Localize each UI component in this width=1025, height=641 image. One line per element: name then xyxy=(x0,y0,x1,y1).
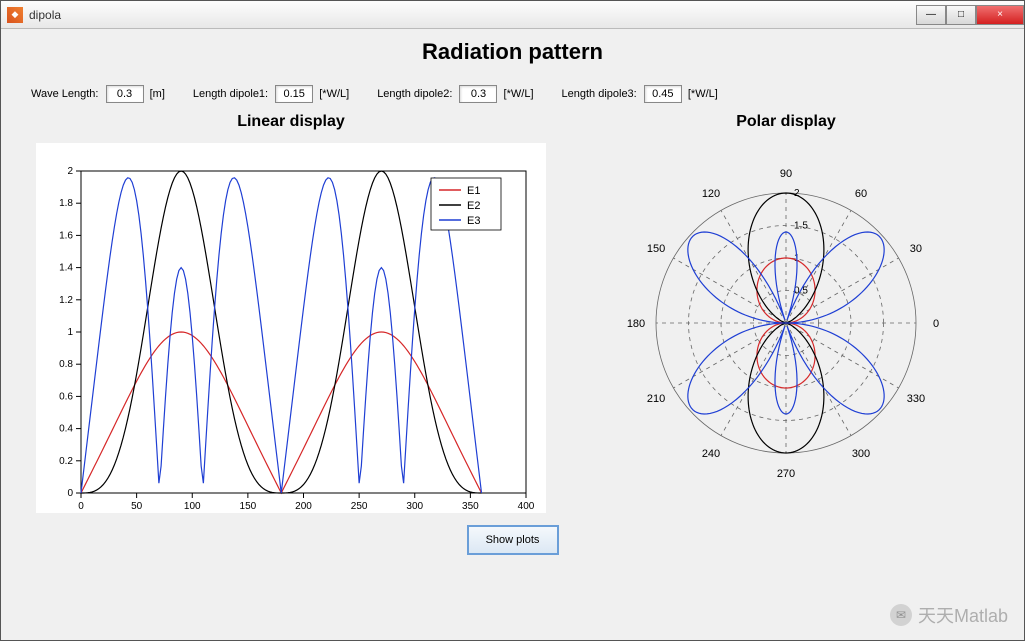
svg-text:300: 300 xyxy=(406,501,423,512)
parameter-row: Wave Length: [m] Length dipole1: [*W/L] … xyxy=(11,75,1014,113)
dipole1-unit: [*W/L] xyxy=(319,88,349,100)
svg-text:150: 150 xyxy=(647,243,665,255)
dipole2-input[interactable] xyxy=(459,85,497,103)
param-dipole2: Length dipole2: [*W/L] xyxy=(377,85,533,103)
close-button[interactable]: × xyxy=(976,5,1024,25)
content-pane: Radiation pattern Wave Length: [m] Lengt… xyxy=(1,29,1024,640)
titlebar: ◆ dipola — □ × xyxy=(1,1,1024,29)
wechat-icon: ✉ xyxy=(890,604,912,626)
svg-text:50: 50 xyxy=(131,501,143,512)
svg-text:2: 2 xyxy=(67,166,73,177)
watermark-text: 天天Matlab xyxy=(918,602,1008,628)
dipole3-label: Length dipole3: xyxy=(562,88,637,100)
linear-plot-column: Linear display 0501001502002503003504000… xyxy=(21,113,561,513)
svg-text:0.8: 0.8 xyxy=(59,359,73,370)
linear-chart: 0 50 100 150 200 250 300 350 400 0 0.2 0.4 0.6 0.8 1 1.… xyxy=(36,143,546,513)
wave-length-label: Wave Length: xyxy=(31,88,98,100)
svg-text:0.4: 0.4 xyxy=(59,424,73,435)
dipole1-input[interactable] xyxy=(275,85,313,103)
window-controls: — □ × xyxy=(916,5,1024,25)
show-plots-button[interactable]: Show plots xyxy=(467,525,559,555)
dipole3-input[interactable] xyxy=(644,85,682,103)
svg-text:2: 2 xyxy=(794,188,800,199)
param-wave-length: Wave Length: [m] xyxy=(31,85,165,103)
svg-text:210: 210 xyxy=(647,393,665,405)
svg-text:100: 100 xyxy=(184,501,201,512)
dipole3-unit: [*W/L] xyxy=(688,88,718,100)
wave-length-input[interactable] xyxy=(106,85,144,103)
svg-text:0: 0 xyxy=(933,318,939,330)
svg-text:120: 120 xyxy=(702,188,720,200)
svg-text:350: 350 xyxy=(462,501,479,512)
svg-text:150: 150 xyxy=(240,501,257,512)
window-title: dipola xyxy=(29,8,916,22)
minimize-button[interactable]: — xyxy=(916,5,946,25)
app-icon: ◆ xyxy=(7,7,23,23)
svg-text:180: 180 xyxy=(627,318,645,330)
svg-text:0.5: 0.5 xyxy=(794,286,808,297)
svg-text:60: 60 xyxy=(855,188,867,200)
svg-text:1.6: 1.6 xyxy=(59,230,73,241)
svg-text:330: 330 xyxy=(907,393,925,405)
svg-text:200: 200 xyxy=(295,501,312,512)
svg-text:30: 30 xyxy=(910,243,922,255)
dipole1-label: Length dipole1: xyxy=(193,88,268,100)
plots-row: Linear display 0501001502002503003504000… xyxy=(11,113,1014,513)
svg-text:270: 270 xyxy=(777,468,795,480)
svg-text:400: 400 xyxy=(518,501,535,512)
button-row: Show plots xyxy=(11,525,1014,555)
svg-text:0: 0 xyxy=(67,488,73,499)
dipole2-label: Length dipole2: xyxy=(377,88,452,100)
svg-text:0: 0 xyxy=(78,501,84,512)
dipole2-unit: [*W/L] xyxy=(504,88,534,100)
watermark: ✉ 天天Matlab xyxy=(890,602,1008,628)
param-dipole1: Length dipole1: [*W/L] xyxy=(193,85,349,103)
svg-text:E1: E1 xyxy=(467,185,480,197)
svg-text:E2: E2 xyxy=(467,200,480,212)
svg-text:0.6: 0.6 xyxy=(59,391,73,402)
svg-text:1.5: 1.5 xyxy=(794,221,808,232)
polar-plot-column: Polar display 0.511.52030609012015018021… xyxy=(571,113,1001,513)
param-dipole3: Length dipole3: [*W/L] xyxy=(562,85,718,103)
maximize-button[interactable]: □ xyxy=(946,5,976,25)
app-window: ◆ dipola — □ × Radiation pattern Wave Le… xyxy=(0,0,1025,641)
svg-text:0.2: 0.2 xyxy=(59,456,73,467)
wave-length-unit: [m] xyxy=(150,88,165,100)
svg-text:250: 250 xyxy=(351,501,368,512)
svg-text:90: 90 xyxy=(780,168,792,180)
svg-text:E3: E3 xyxy=(467,215,480,227)
linear-plot-title: Linear display xyxy=(237,113,345,131)
svg-text:240: 240 xyxy=(702,448,720,460)
svg-text:1.4: 1.4 xyxy=(59,263,73,274)
page-title: Radiation pattern xyxy=(11,39,1014,65)
svg-text:1.2: 1.2 xyxy=(59,295,73,306)
svg-text:1.8: 1.8 xyxy=(59,198,73,209)
svg-text:1: 1 xyxy=(67,327,73,338)
polar-chart: 0.511.520306090120150180210240270300330 xyxy=(606,143,966,503)
polar-plot-title: Polar display xyxy=(736,113,836,131)
svg-text:300: 300 xyxy=(852,448,870,460)
